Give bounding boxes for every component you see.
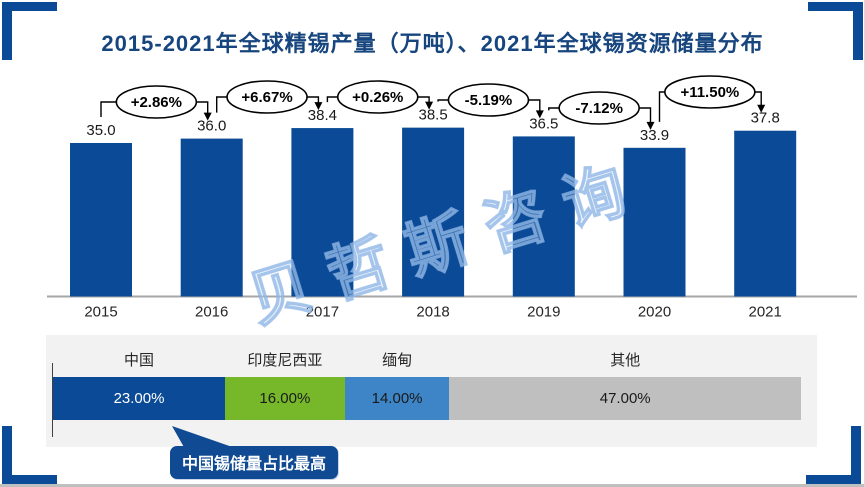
x-tick-label-2018: 2018 (416, 304, 449, 321)
growth-callout-ellipse-1 (226, 80, 308, 114)
bar-value-label-2018: 38.5 (418, 107, 447, 124)
growth-callout-label-5: +11.50% (680, 84, 739, 101)
reserves-axis-tick (52, 363, 53, 437)
bar-value-label-2015: 35.0 (86, 122, 115, 139)
growth-callout-ellipse-3 (447, 83, 530, 117)
x-tick-label-2017: 2017 (306, 304, 339, 321)
callout-connector-right-5 (754, 91, 762, 106)
bar-value-label-2016: 36.0 (197, 118, 226, 135)
growth-callout-label-4: -7.12% (575, 100, 623, 117)
bar-value-label-2021: 37.8 (751, 110, 780, 127)
callout-arrowhead-5 (757, 104, 766, 113)
reserves-legend-其他: 其他 (610, 352, 641, 369)
corner-bracket-bottom-right-h (806, 475, 861, 484)
reserves-segment-缅甸: 14.00% (344, 377, 450, 420)
bar-value-label-2020: 33.9 (640, 127, 669, 144)
reserves-stacked-bar: 23.00% 16.00% 14.00% 47.00% (53, 377, 801, 420)
annotation-callout-tail (172, 426, 238, 449)
growth-callout-label-3: -5.19% (465, 92, 513, 109)
reserves-segment-其他: 47.00% (449, 377, 801, 420)
bar-2020 (623, 147, 686, 297)
production-bar-chart: 35.0 2015 36.0 2016 38.4 2017 38.5 2018 36.5 2019… (47, 75, 857, 321)
reserves-legend-印度尼西亚: 印度尼西亚 (247, 352, 323, 369)
callout-connector-right-1 (307, 96, 320, 104)
bar-2018 (402, 127, 465, 297)
callout-connector-left-3 (437, 99, 449, 102)
bottom-edge-line (0, 484, 864, 487)
bar-2021 (734, 130, 797, 297)
callout-connector-right-3 (528, 99, 541, 112)
bar-2019 (512, 136, 575, 297)
reserves-legend-中国: 中国 (124, 352, 155, 369)
callout-arrowhead-1 (314, 102, 323, 111)
x-tick-label-2015: 2015 (84, 304, 117, 321)
bar-2016 (180, 138, 243, 297)
callout-connector-right-4 (639, 107, 652, 123)
bar-2015 (70, 142, 132, 297)
x-tick-label-2020: 2020 (638, 304, 671, 321)
x-tick-label-2016: 2016 (195, 304, 228, 321)
corner-bracket-top-right-h (808, 2, 863, 11)
callout-connector-left-5 (658, 91, 665, 122)
x-tick-label-2021: 2021 (749, 304, 782, 321)
x-tick-label-2019: 2019 (527, 304, 560, 321)
callout-connector-left-1 (216, 96, 228, 113)
callout-connector-left-4 (548, 107, 560, 111)
callout-connector-right-2 (417, 96, 430, 103)
growth-callout-label-0: +2.86% (131, 94, 182, 111)
growth-callout-label-2: +0.26% (352, 89, 403, 106)
bar-2017 (291, 128, 354, 297)
annotation-callout: 中国锡储量占比最高 (170, 446, 339, 479)
growth-callout-ellipse-5 (664, 75, 756, 109)
callout-connector-left-2 (326, 96, 338, 103)
growth-callout-ellipse-2 (336, 80, 419, 114)
callout-arrowhead-3 (535, 110, 544, 119)
reserves-segment-印度尼西亚: 16.00% (225, 377, 345, 420)
reserves-segment-中国: 23.00% (53, 377, 226, 420)
bar-value-label-2019: 36.5 (529, 115, 558, 132)
corner-bracket-bottom-left-v (2, 426, 12, 484)
corner-bracket-bottom-left-h (2, 475, 57, 484)
growth-callout-ellipse-4 (558, 91, 640, 125)
corner-bracket-top-left-v (2, 2, 12, 60)
corner-bracket-bottom-right-v (851, 426, 861, 484)
callout-connector-left-0 (100, 101, 117, 117)
corner-bracket-top-left-h (2, 2, 57, 11)
growth-callout-label-1: +6.67% (241, 89, 292, 106)
page-title: 2015-2021年全球精锡产量（万吨）、2021年全球锡资源储量分布 (101, 31, 764, 56)
callout-arrowhead-2 (425, 101, 434, 110)
callout-connector-right-0 (196, 101, 209, 114)
growth-callout-ellipse-0 (115, 85, 198, 119)
bar-value-label-2017: 38.4 (308, 107, 337, 124)
reserves-legend-缅甸: 缅甸 (382, 352, 413, 369)
callout-arrowhead-0 (203, 112, 212, 121)
callout-arrowhead-4 (646, 121, 655, 130)
corner-bracket-top-right-v (853, 2, 863, 60)
